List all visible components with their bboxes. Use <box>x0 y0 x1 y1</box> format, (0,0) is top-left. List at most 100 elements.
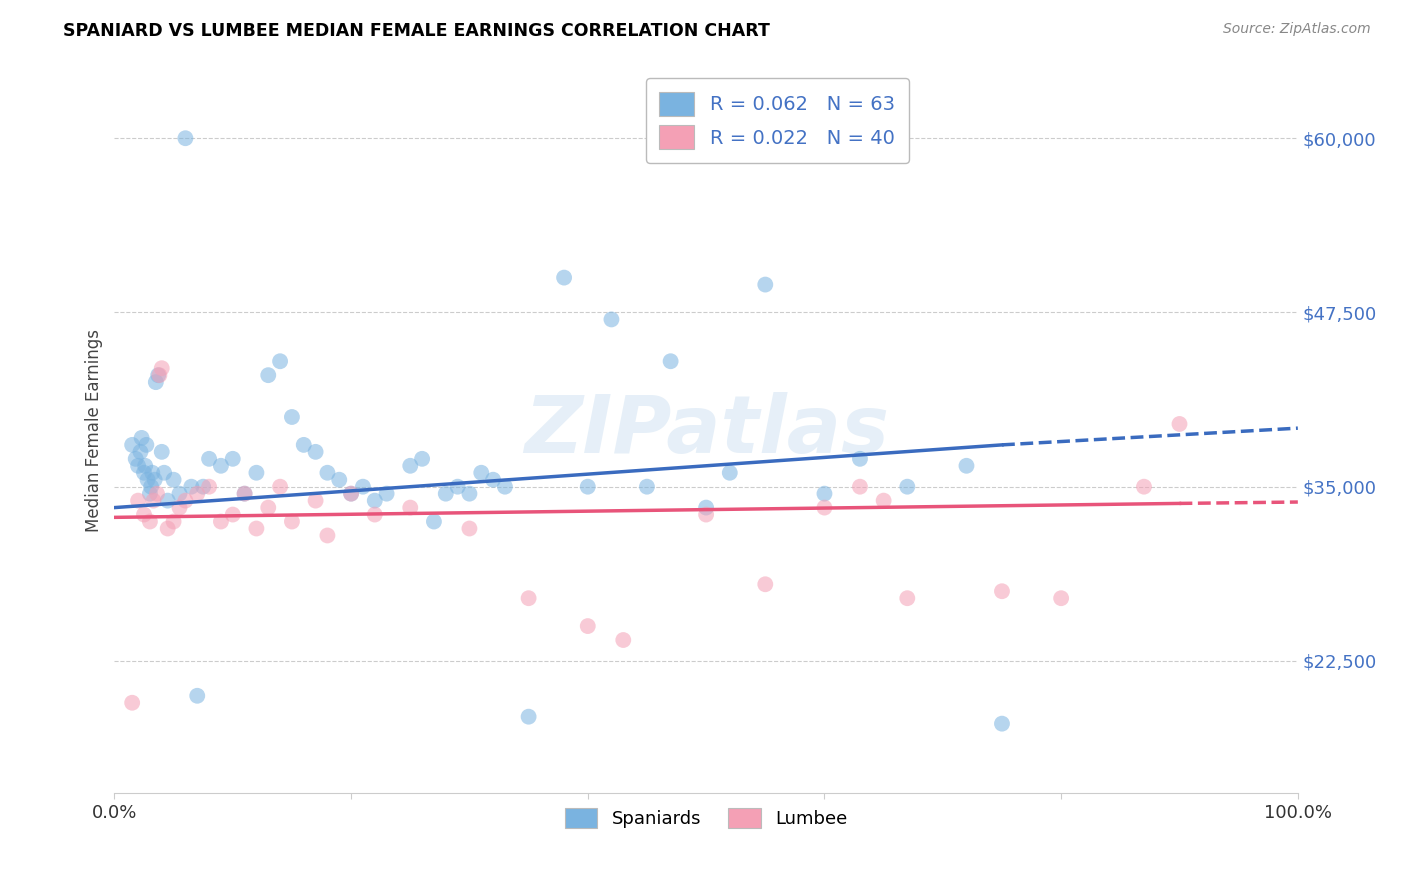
Point <box>156 521 179 535</box>
Point <box>132 508 155 522</box>
Point <box>121 696 143 710</box>
Point <box>482 473 505 487</box>
Point <box>364 508 387 522</box>
Point <box>1168 417 1191 431</box>
Point <box>553 270 575 285</box>
Point <box>132 466 155 480</box>
Point <box>446 480 468 494</box>
Point <box>222 451 245 466</box>
Point <box>364 493 387 508</box>
Text: ZIPatlas: ZIPatlas <box>523 392 889 470</box>
Point <box>754 277 776 292</box>
Point <box>316 466 339 480</box>
Point <box>148 368 170 383</box>
Point <box>150 445 173 459</box>
Point <box>193 480 215 494</box>
Point <box>153 466 176 480</box>
Point <box>127 458 149 473</box>
Point <box>328 473 350 487</box>
Point <box>222 508 245 522</box>
Point <box>145 375 167 389</box>
Point <box>849 480 872 494</box>
Point <box>135 438 157 452</box>
Point <box>352 480 374 494</box>
Point <box>146 486 169 500</box>
Point <box>695 508 717 522</box>
Point <box>233 486 256 500</box>
Point <box>991 716 1014 731</box>
Point <box>1050 591 1073 606</box>
Point <box>131 431 153 445</box>
Point <box>1133 480 1156 494</box>
Point <box>141 466 163 480</box>
Point <box>600 312 623 326</box>
Point <box>517 709 540 723</box>
Point <box>174 131 197 145</box>
Point <box>399 500 422 515</box>
Point <box>434 486 457 500</box>
Point <box>156 493 179 508</box>
Point <box>136 473 159 487</box>
Point <box>316 528 339 542</box>
Point <box>576 480 599 494</box>
Point <box>269 480 291 494</box>
Point <box>576 619 599 633</box>
Point <box>659 354 682 368</box>
Point <box>245 466 267 480</box>
Point <box>411 451 433 466</box>
Point <box>257 500 280 515</box>
Point <box>281 409 304 424</box>
Point <box>281 515 304 529</box>
Point <box>143 473 166 487</box>
Point <box>612 633 634 648</box>
Point <box>991 584 1014 599</box>
Point <box>304 493 326 508</box>
Point <box>458 521 481 535</box>
Point <box>125 451 148 466</box>
Y-axis label: Median Female Earnings: Median Female Earnings <box>86 329 103 533</box>
Point <box>142 493 165 508</box>
Point <box>180 480 202 494</box>
Point <box>292 438 315 452</box>
Point <box>121 438 143 452</box>
Point <box>718 466 741 480</box>
Point <box>209 458 232 473</box>
Point <box>872 493 894 508</box>
Point <box>198 480 221 494</box>
Point <box>494 480 516 494</box>
Point <box>186 486 208 500</box>
Point <box>233 486 256 500</box>
Point <box>245 521 267 535</box>
Point <box>896 591 918 606</box>
Point <box>470 466 492 480</box>
Point <box>695 500 717 515</box>
Point <box>209 515 232 529</box>
Point <box>813 486 835 500</box>
Point <box>150 361 173 376</box>
Point <box>399 458 422 473</box>
Point <box>257 368 280 383</box>
Legend: Spaniards, Lumbee: Spaniards, Lumbee <box>558 801 855 835</box>
Point <box>340 486 363 500</box>
Point <box>955 458 977 473</box>
Point <box>423 515 446 529</box>
Point <box>198 451 221 466</box>
Point <box>127 493 149 508</box>
Point <box>162 473 184 487</box>
Point <box>304 445 326 459</box>
Point <box>636 480 658 494</box>
Point <box>134 458 156 473</box>
Point <box>896 480 918 494</box>
Point <box>129 445 152 459</box>
Point <box>139 480 162 494</box>
Point <box>169 486 191 500</box>
Point <box>340 486 363 500</box>
Point <box>174 493 197 508</box>
Point <box>375 486 398 500</box>
Point <box>186 689 208 703</box>
Point <box>139 486 162 500</box>
Point <box>517 591 540 606</box>
Point <box>162 515 184 529</box>
Point <box>139 515 162 529</box>
Text: SPANIARD VS LUMBEE MEDIAN FEMALE EARNINGS CORRELATION CHART: SPANIARD VS LUMBEE MEDIAN FEMALE EARNING… <box>63 22 770 40</box>
